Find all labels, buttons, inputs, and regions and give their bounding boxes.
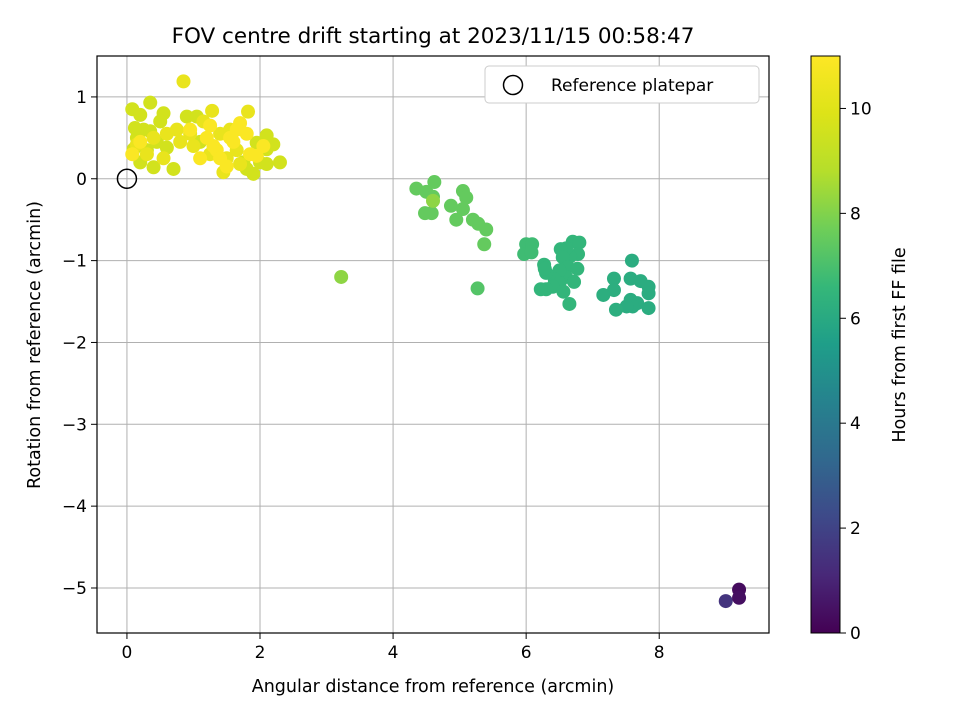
data-point [256,139,271,154]
data-point [259,157,274,172]
x-axis: 0 2 4 6 8 [122,633,665,663]
data-point [176,74,191,89]
data-point [205,103,220,118]
data-point [143,95,158,110]
data-point [213,151,228,166]
colorbar-tick-label: 6 [850,309,861,329]
data-point [533,282,548,297]
reference-marker [116,168,138,190]
data-point [169,122,184,137]
y-tick-label: 0 [76,170,87,190]
legend-label: Reference platepar [551,76,713,96]
data-points [125,74,747,609]
data-point [153,114,168,129]
data-point [596,287,611,302]
data-point [449,212,464,227]
data-point [127,121,142,136]
colorbar-tick-label: 8 [850,204,861,224]
data-point [619,299,634,314]
legend-marker [502,74,524,96]
data-point [173,134,188,149]
data-point [556,284,571,299]
colorbar-tick-label: 10 [850,99,872,119]
data-point [183,122,198,137]
x-axis-label: Angular distance from reference (arcmin) [252,677,615,697]
y-axis-label: Rotation from reference (arcmin) [25,201,45,489]
data-point [133,107,148,122]
colorbar-tick-label: 0 [850,624,861,644]
data-point [193,151,208,166]
data-point [241,104,256,119]
data-point [570,261,585,276]
data-point [272,155,287,170]
y-tick-label: −1 [62,252,87,272]
colorbar-ticks: 0 2 4 6 8 10 [840,99,872,644]
y-axis: 1 0 −1 −2 −3 −4 −5 [62,88,97,599]
x-tick-label: 2 [255,643,266,663]
legend-box [484,65,760,104]
x-tick-label: 6 [521,643,532,663]
grid [97,56,769,633]
data-point [427,175,442,190]
data-point [133,134,148,149]
y-tick-label: −3 [62,415,87,435]
data-point [567,274,582,289]
data-point [166,161,181,176]
data-point [470,281,485,296]
data-point [459,190,474,205]
x-tick-label: 8 [654,643,665,663]
data-point [334,269,349,284]
reference-point [116,168,138,190]
data-point [146,160,161,175]
data-point [426,193,440,208]
data-point [606,271,621,286]
data-point [259,128,274,143]
data-point [233,157,248,172]
data-point [524,245,539,260]
data-point [156,151,171,166]
legend: Reference platepar [484,65,760,104]
data-point [443,198,458,213]
y-tick-label: −4 [62,497,87,517]
data-point [206,139,221,154]
chart-title: FOV centre drift starting at 2023/11/15 … [172,24,695,49]
data-point [146,130,161,145]
data-point [624,253,639,268]
data-point [186,139,201,154]
data-point [606,283,621,298]
data-point [641,301,656,316]
data-point [455,202,470,217]
data-point [572,235,587,250]
y-tick-label: −2 [62,333,87,353]
colorbar-tick-label: 4 [850,414,861,434]
data-point [125,147,140,162]
x-tick-label: 4 [388,643,399,663]
data-point [424,206,439,221]
data-point [479,222,494,237]
plot-frame [96,55,770,634]
colorbar: 0 2 4 6 8 10 Hours from first FF file [810,55,910,644]
data-point [139,147,154,162]
colorbar-label: Hours from first FF file [890,247,910,442]
data-point [229,122,244,137]
y-tick-label: −5 [62,579,87,599]
data-point [203,118,218,133]
colorbar-tick-label: 2 [850,519,861,539]
data-point [179,109,194,124]
y-tick-label: 1 [76,88,87,108]
data-point [562,296,577,311]
data-point [249,148,264,163]
data-point [537,261,552,276]
x-tick-label: 0 [122,643,133,663]
data-point [477,237,492,252]
data-point [718,594,733,609]
data-point [159,140,174,155]
data-point [608,302,623,317]
data-point [641,286,656,301]
colorbar-gradient [810,55,841,634]
data-point [732,590,747,605]
